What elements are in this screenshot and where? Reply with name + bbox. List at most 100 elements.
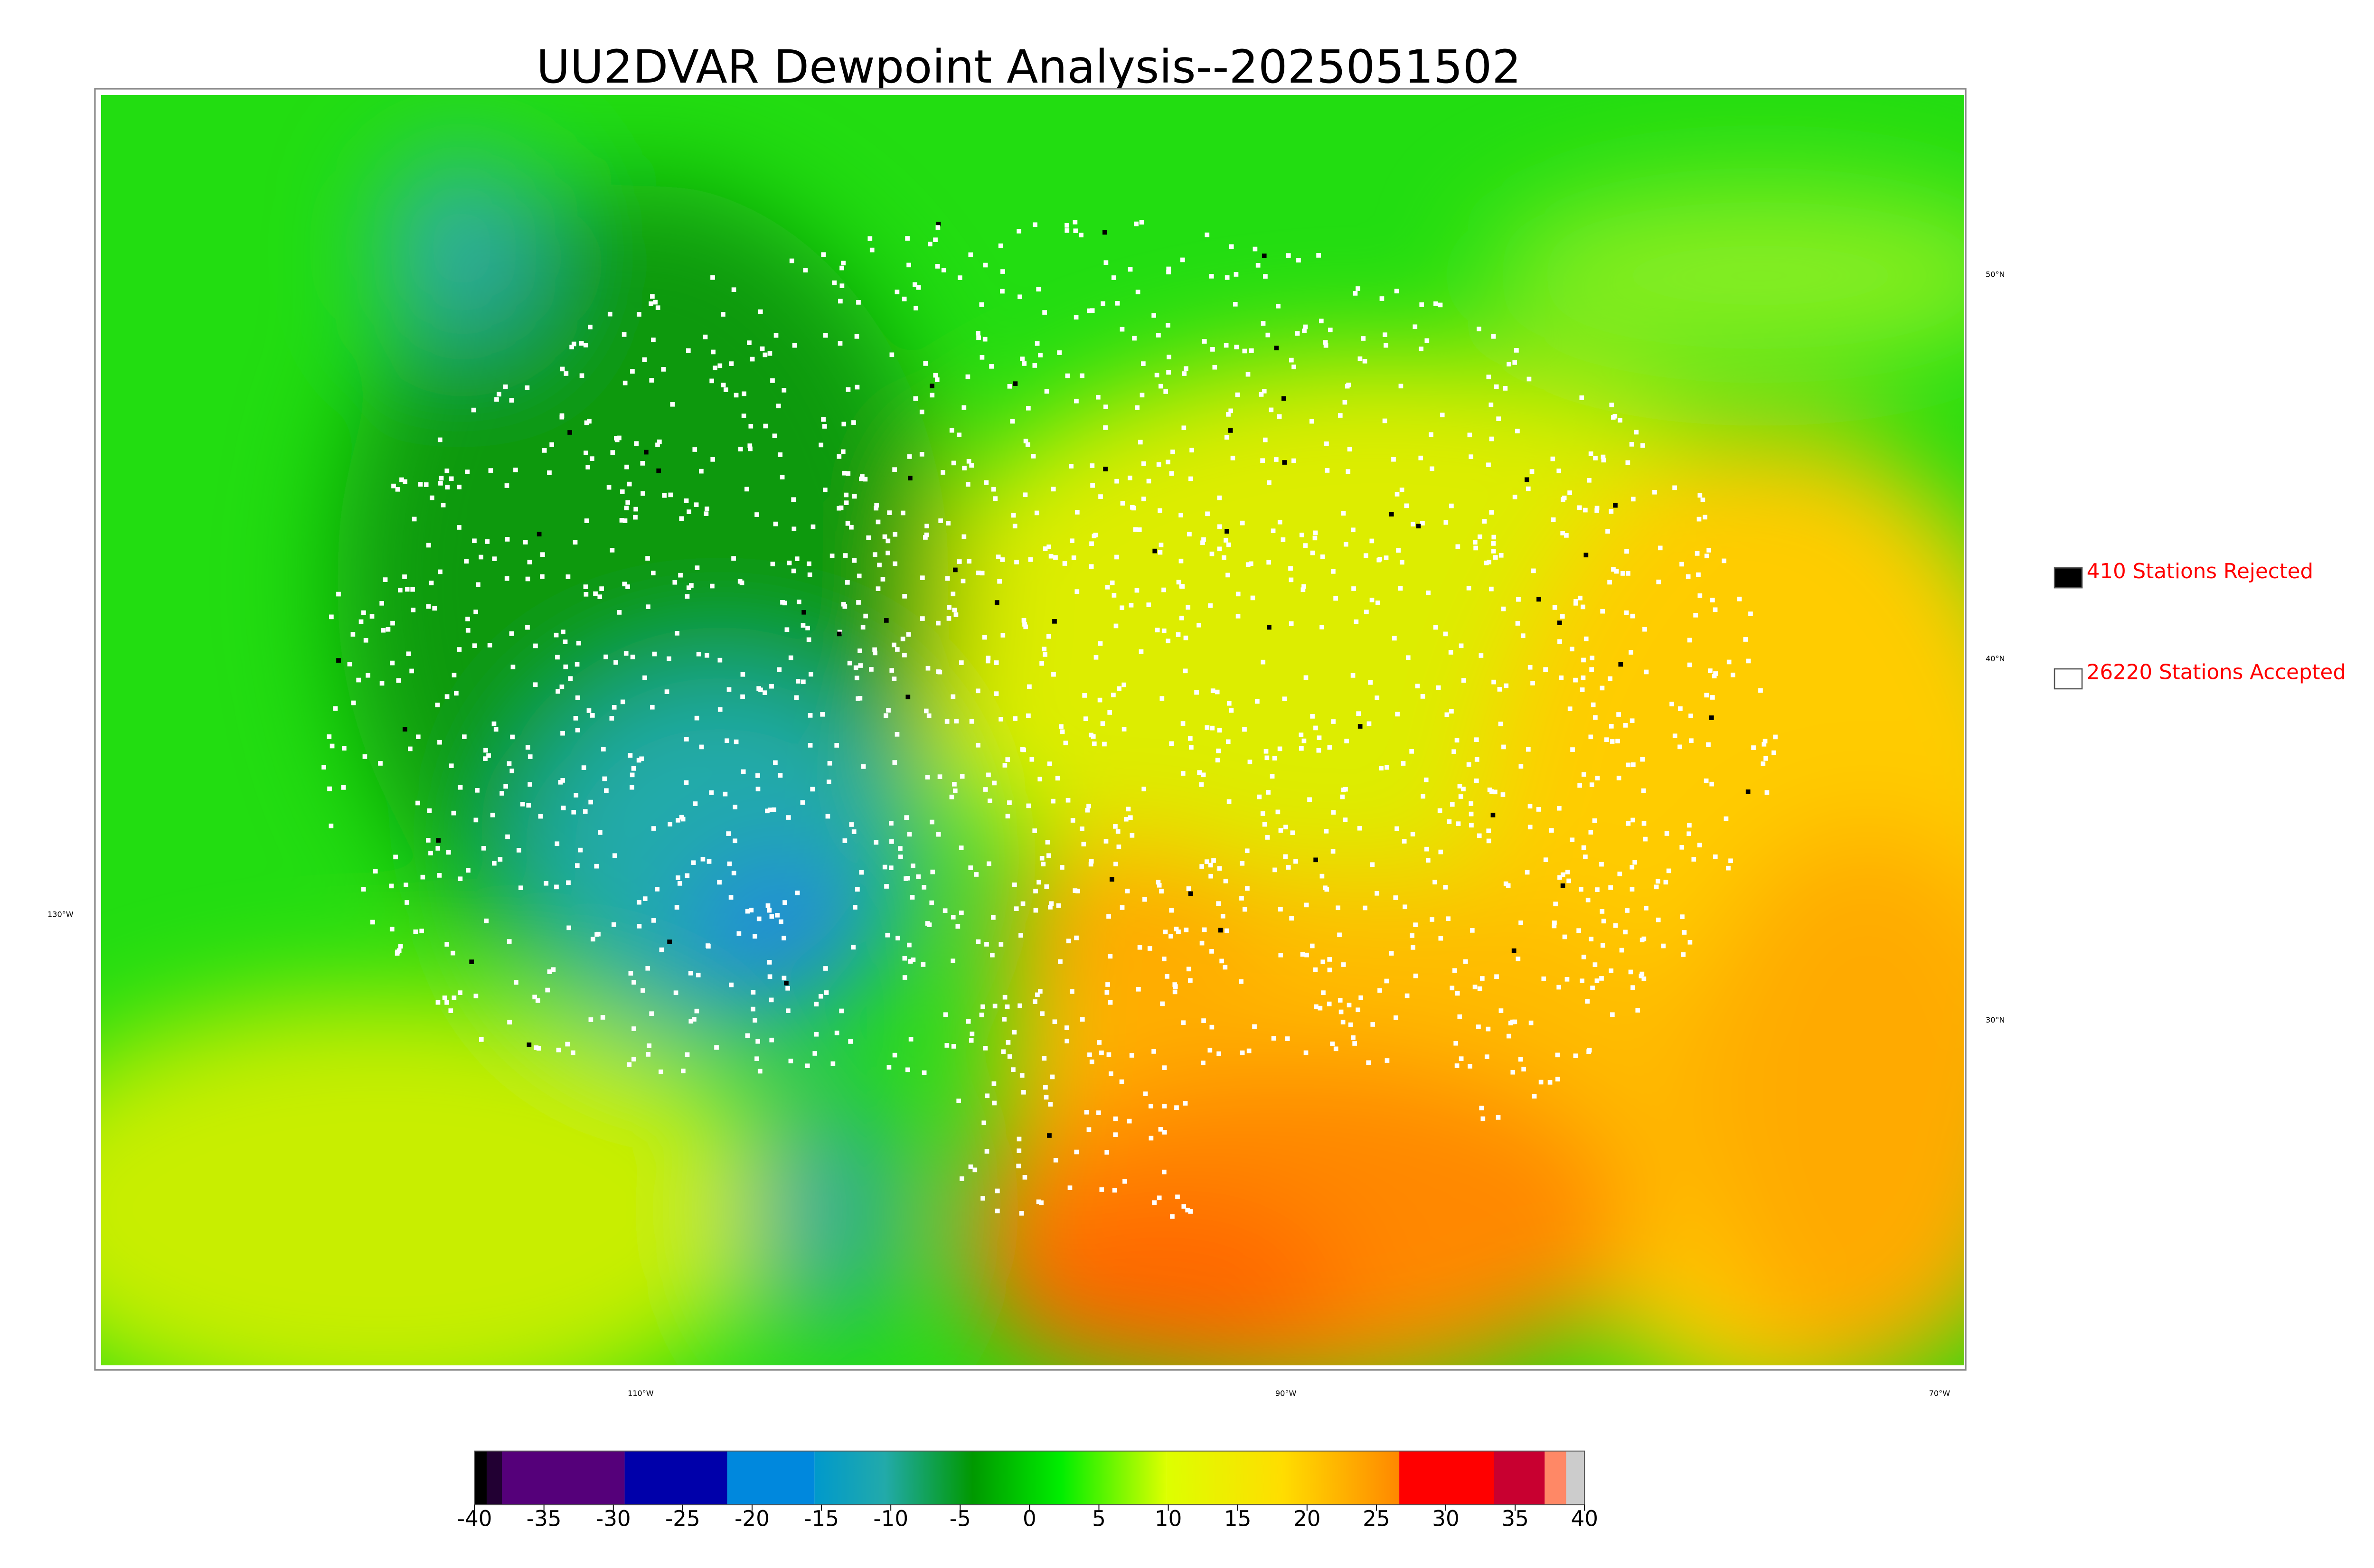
accepted-station (1300, 952, 1305, 957)
accepted-station (1320, 959, 1326, 965)
accepted-station (1590, 656, 1595, 660)
accepted-station (583, 584, 588, 589)
accepted-station (1186, 886, 1191, 891)
accepted-station (1161, 587, 1166, 592)
accepted-station (1025, 442, 1030, 447)
accepted-station (492, 861, 497, 866)
accepted-station (1201, 1061, 1206, 1065)
accepted-station (1564, 533, 1569, 538)
accepted-station (1570, 837, 1575, 843)
accepted-station (1156, 333, 1161, 338)
accepted-station (1498, 1008, 1504, 1013)
accepted-station (1600, 909, 1605, 914)
accepted-station (1581, 604, 1585, 610)
accepted-station (1763, 756, 1768, 761)
accepted-station (834, 743, 839, 748)
accepted-station (933, 373, 938, 378)
accepted-station (1312, 535, 1318, 541)
accepted-station (1063, 741, 1068, 745)
accepted-station (1338, 1009, 1344, 1014)
accepted-station (807, 572, 812, 577)
accepted-station (676, 817, 680, 823)
accepted-station (789, 258, 794, 263)
accepted-station (1249, 348, 1254, 353)
accepted-station (960, 1176, 964, 1181)
accepted-station (851, 420, 856, 425)
accepted-station (1049, 901, 1054, 906)
accepted-station (1205, 232, 1210, 237)
accepted-station (1028, 557, 1033, 562)
accepted-station (1169, 471, 1174, 476)
accepted-station (863, 477, 868, 482)
accepted-station (1113, 623, 1119, 629)
accepted-station (1065, 798, 1071, 803)
accepted-station (908, 959, 913, 964)
accepted-station (1143, 1091, 1148, 1096)
accepted-station (876, 586, 881, 591)
accepted-station (661, 367, 666, 372)
accepted-station (1366, 1060, 1371, 1065)
accepted-station (1074, 315, 1079, 320)
accepted-station (694, 715, 699, 721)
accepted-station (1180, 257, 1185, 263)
accepted-station (976, 330, 980, 336)
accepted-station (484, 918, 489, 923)
accepted-station (1455, 544, 1460, 549)
accepted-station (1510, 1070, 1516, 1075)
accepted-station (383, 577, 388, 582)
accepted-station (1045, 840, 1050, 845)
accepted-station (949, 428, 954, 433)
accepted-station (1113, 862, 1118, 866)
accepted-station (655, 887, 659, 892)
accepted-station (1067, 1185, 1073, 1190)
accepted-station (930, 869, 935, 874)
accepted-station (1103, 839, 1109, 844)
accepted-station (980, 1196, 985, 1201)
accepted-station (1469, 801, 1474, 806)
accepted-station (379, 681, 385, 686)
accepted-station (1498, 722, 1503, 726)
accepted-station (1089, 564, 1094, 569)
accepted-station (1044, 1095, 1049, 1100)
accepted-station (1046, 545, 1052, 549)
accepted-station (987, 861, 991, 866)
accepted-station (1566, 878, 1571, 883)
accepted-station (565, 1042, 570, 1047)
accepted-station (396, 678, 401, 683)
accepted-station (532, 995, 537, 1000)
accepted-station (594, 864, 599, 869)
accepted-station (1746, 658, 1751, 664)
accepted-station (438, 481, 443, 486)
accepted-station (1590, 986, 1595, 990)
accepted-station (513, 468, 518, 472)
accepted-station (625, 500, 631, 505)
accepted-station (624, 506, 629, 510)
accepted-station (1174, 1105, 1179, 1110)
accepted-station (1478, 534, 1482, 539)
accepted-station (1487, 560, 1491, 564)
accepted-station (410, 587, 415, 592)
accepted-station (876, 519, 881, 525)
accepted-station (649, 1011, 654, 1016)
accepted-station (1418, 455, 1423, 460)
colorbar-tick-label: -35 (527, 1506, 562, 1531)
accepted-station (1240, 861, 1245, 866)
accepted-station (1253, 246, 1258, 252)
accepted-station (892, 467, 897, 472)
accepted-station (544, 881, 549, 886)
accepted-station (1048, 1102, 1053, 1107)
accepted-station (1552, 920, 1557, 925)
accepted-station (1438, 302, 1443, 308)
accepted-station (514, 980, 518, 985)
accepted-station (483, 756, 488, 761)
accepted-station (1225, 573, 1230, 578)
accepted-station (1411, 522, 1415, 527)
accepted-station (1014, 560, 1019, 564)
accepted-station (795, 891, 800, 895)
accepted-station (1751, 745, 1756, 750)
accepted-station (604, 788, 609, 793)
accepted-station (1440, 413, 1445, 418)
accepted-station (1318, 1005, 1323, 1011)
accepted-station (1396, 548, 1401, 553)
accepted-station (1196, 622, 1201, 628)
